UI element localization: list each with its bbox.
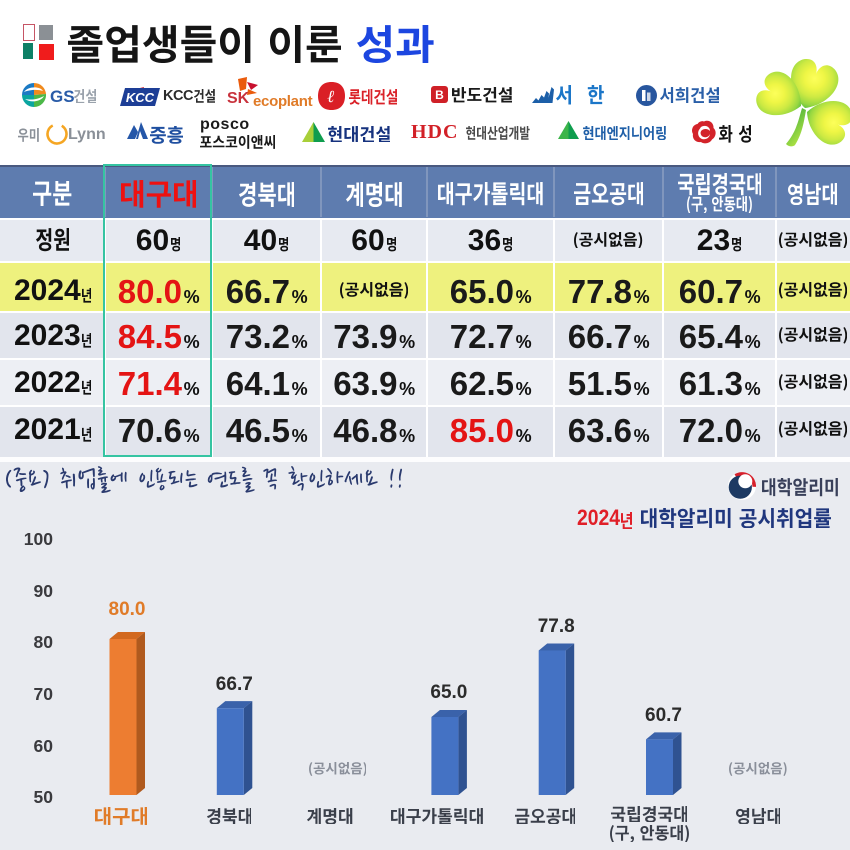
svg-text:B: B [435, 88, 444, 102]
svg-text:ℓ: ℓ [327, 87, 334, 106]
svg-text:KCC: KCC [126, 90, 155, 105]
